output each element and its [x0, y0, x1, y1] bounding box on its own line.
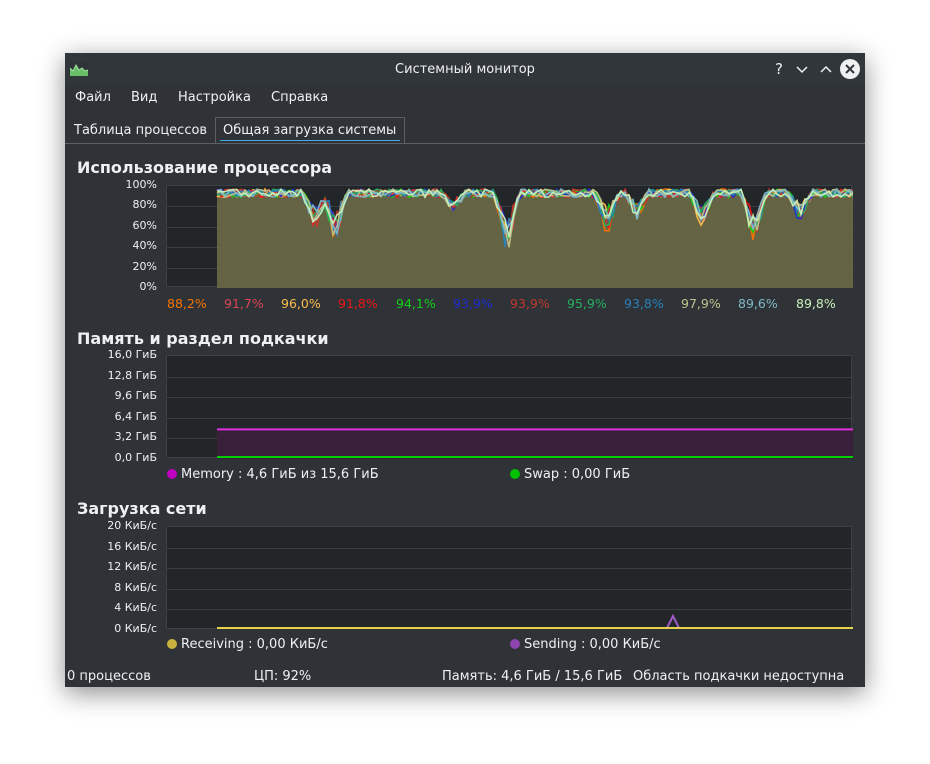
memory-legend-label: Memory : 4,6 ГиБ из 15,6 ГиБ [181, 467, 379, 482]
app-icon [70, 62, 88, 76]
memory-area [217, 429, 853, 459]
network-y-tick: 4 КиБ/с [114, 601, 157, 615]
network-y-tick: 20 КиБ/с [107, 519, 157, 532]
menu-settings[interactable]: Настройка [178, 90, 251, 105]
sending-legend: Sending : 0,00 КиБ/с [510, 637, 661, 652]
tab-active-indicator [220, 140, 400, 141]
swap-legend-label: Swap : 0,00 ГиБ [524, 467, 631, 482]
cpu-core-value-0: 88,2% [167, 296, 207, 311]
network-y-tick: 8 КиБ/с [114, 580, 157, 594]
title-bar[interactable]: Системный монитор ? [65, 53, 865, 85]
cpu-core-value-11: 89,8% [796, 296, 836, 311]
memory-y-tick: 9,6 ГиБ [114, 389, 157, 403]
network-plot [166, 526, 853, 629]
network-y-tick: 12 КиБ/с [107, 560, 157, 574]
memory-plot [166, 355, 853, 459]
tab-system-load[interactable]: Общая загрузка системы [215, 117, 405, 143]
memory-y-tick: 0,0 ГиБ [114, 451, 157, 464]
cpu-section-title: Использование процессора [77, 158, 333, 177]
network-y-tick: 16 КиБ/с [107, 539, 157, 553]
memory-y-tick: 12,8 ГиБ [107, 368, 157, 382]
close-button[interactable] [840, 59, 860, 79]
receiving-legend-label: Receiving : 0,00 КиБ/с [181, 637, 328, 652]
close-icon [845, 64, 855, 74]
swap-legend: Swap : 0,00 ГиБ [510, 467, 630, 482]
maximize-button[interactable] [816, 59, 836, 79]
menu-view[interactable]: Вид [131, 90, 158, 105]
cpu-core-value-6: 93,9% [510, 296, 550, 311]
tab-process-table[interactable]: Таблица процессов [74, 123, 208, 138]
cpu-core-value-9: 97,9% [681, 296, 721, 311]
status-cpu: ЦП: 92% [254, 669, 312, 684]
cpu-core-value-10: 89,6% [738, 296, 778, 311]
sending-legend-label: Sending : 0,00 КиБ/с [524, 637, 661, 652]
minimize-button[interactable] [792, 59, 812, 79]
cpu-core-value-2: 96,0% [281, 296, 321, 311]
network-section-title: Загрузка сети [77, 499, 207, 518]
help-button[interactable]: ? [775, 60, 783, 78]
memory-section-title: Память и раздел подкачки [77, 329, 329, 348]
sending-legend-dot [510, 639, 520, 649]
cpu-y-tick: 60% [132, 218, 157, 232]
cpu-core-line-11 [216, 187, 853, 238]
sending-line [217, 613, 853, 629]
cpu-y-tick: 40% [132, 239, 157, 253]
network-y-tick: 0 КиБ/с [114, 622, 157, 635]
window-title: Системный монитор [395, 62, 535, 77]
chevron-down-icon [796, 66, 808, 74]
tab-system-load-label: Общая загрузка системы [223, 123, 397, 138]
cpu-core-value-3: 91,8% [338, 296, 378, 311]
menu-file[interactable]: Файл [75, 90, 111, 105]
memory-y-tick: 16,0 ГиБ [107, 348, 157, 361]
memory-y-tick: 6,4 ГиБ [114, 409, 157, 423]
swap-legend-dot [510, 469, 520, 479]
status-swap: Область подкачки недоступна [633, 669, 845, 684]
cpu-average-area [217, 191, 853, 288]
tab-divider [65, 143, 865, 144]
cpu-plot [166, 185, 853, 288]
cpu-y-tick: 20% [132, 259, 157, 273]
mem-plot-svg [167, 377, 853, 459]
menu-help[interactable]: Справка [271, 90, 329, 105]
memory-y-tick: 3,2 ГиБ [114, 430, 157, 444]
cpu-core-value-4: 94,1% [396, 296, 436, 311]
memory-legend-dot [167, 469, 177, 479]
cpu-y-tick: 80% [132, 198, 157, 212]
memory-legend: Memory : 4,6 ГиБ из 15,6 ГиБ [167, 467, 379, 482]
cpu-core-value-1: 91,7% [224, 296, 264, 311]
status-memory: Память: 4,6 ГиБ / 15,6 ГиБ [442, 669, 623, 684]
status-processes: 0 процессов [67, 669, 151, 684]
receiving-legend-dot [167, 639, 177, 649]
net-plot-svg [167, 548, 853, 629]
cpu-plot-svg [167, 187, 853, 288]
cpu-y-tick: 100% [125, 178, 157, 191]
receiving-legend: Receiving : 0,00 КиБ/с [167, 637, 328, 652]
cpu-y-tick: 0% [139, 280, 157, 293]
system-monitor-window: Системный монитор ? Файл Вид Настройка С… [65, 53, 865, 687]
chevron-up-icon [820, 65, 832, 73]
cpu-core-value-8: 93,8% [624, 296, 664, 311]
cpu-core-value-7: 95,9% [567, 296, 607, 311]
cpu-core-value-5: 93,9% [453, 296, 493, 311]
